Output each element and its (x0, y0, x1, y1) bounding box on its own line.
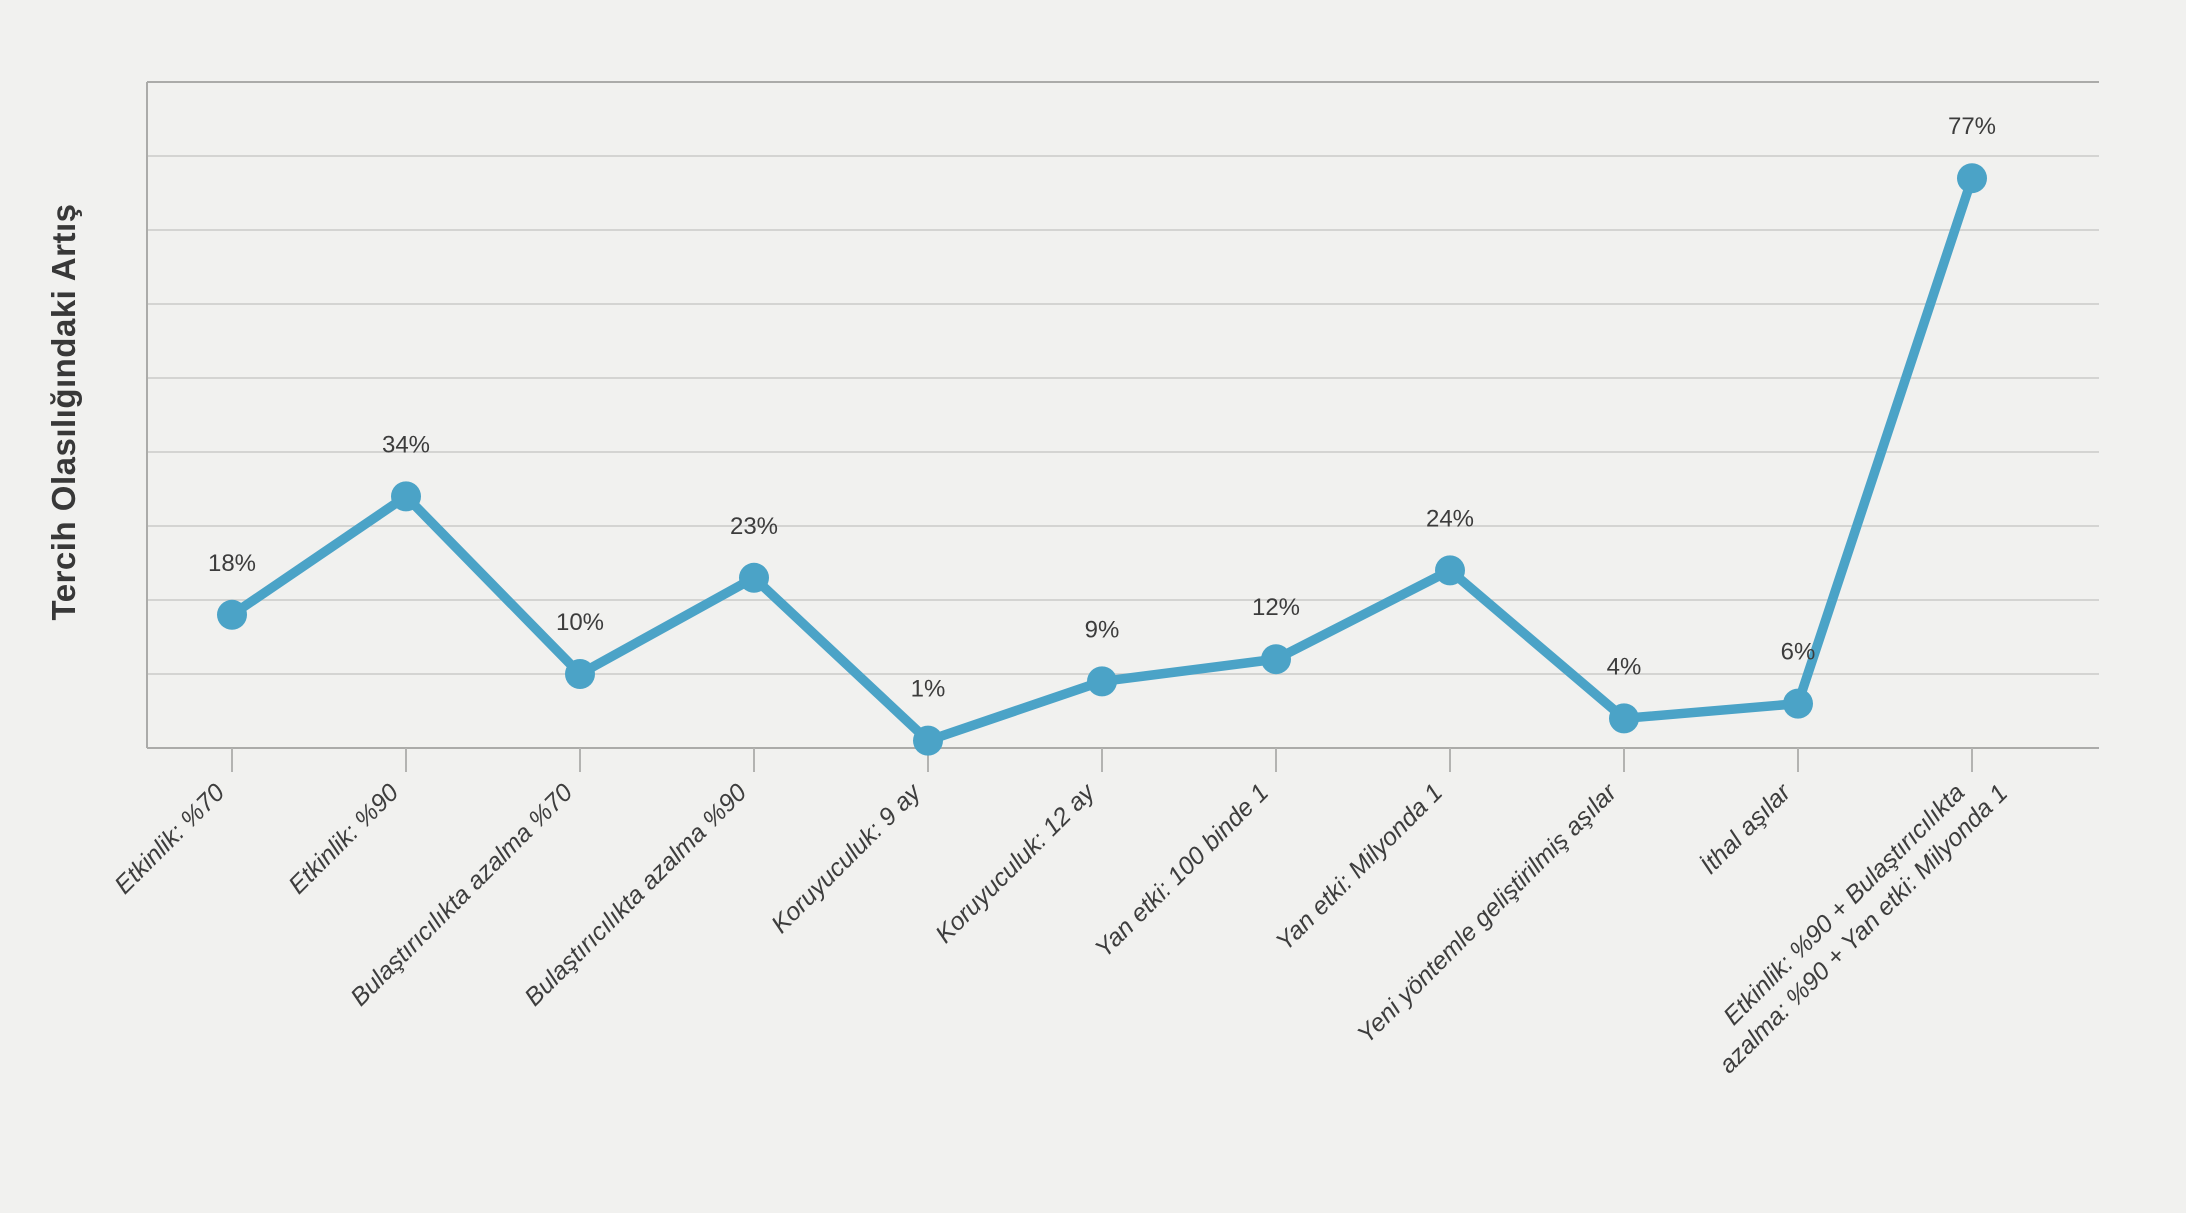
data-point (217, 599, 247, 630)
y-axis-title: Tercih Olasılığındaki Artış (45, 203, 82, 621)
x-axis-label: Etkinlik: %70 (109, 778, 230, 899)
data-point (913, 725, 943, 756)
data-point (1609, 703, 1639, 734)
data-point (565, 659, 595, 689)
data-point-label: 4% (1607, 653, 1642, 680)
data-point-label: 18% (208, 550, 256, 577)
data-point-label: 23% (730, 513, 778, 540)
data-point (739, 562, 769, 593)
data-point (1261, 644, 1291, 675)
x-axis-label: Etkinlik: %90 (283, 778, 404, 899)
data-point (1087, 666, 1117, 697)
x-axis-label: Yan etki: Milyonda 1 (1271, 778, 1449, 956)
x-axis-label: Etkinlik: %90 + Bulaştırıcılıktaazalma: … (1692, 757, 2014, 1079)
x-axis-label: Yan etki: 100 binde 1 (1090, 778, 1275, 963)
data-point (391, 481, 421, 512)
x-axis-label: Koruyuculuk: 9 ay (766, 777, 927, 938)
data-point-label: 12% (1252, 594, 1300, 621)
data-point-label: 24% (1426, 505, 1474, 532)
data-point-label: 9% (1085, 616, 1120, 643)
data-point (1435, 555, 1465, 586)
data-point-label: 34% (382, 431, 430, 458)
x-axis-label: İthal aşılar (1695, 777, 1798, 880)
data-point (1957, 163, 1987, 194)
data-point-label: 6% (1781, 639, 1816, 666)
data-point-label: 10% (556, 609, 604, 636)
series-line (227, 173, 1977, 746)
data-point-label: 1% (911, 676, 946, 703)
x-axis-label: Koruyuculuk: 12 ay (930, 777, 1101, 948)
data-point-label: 77% (1948, 113, 1996, 140)
data-point (1783, 688, 1813, 719)
